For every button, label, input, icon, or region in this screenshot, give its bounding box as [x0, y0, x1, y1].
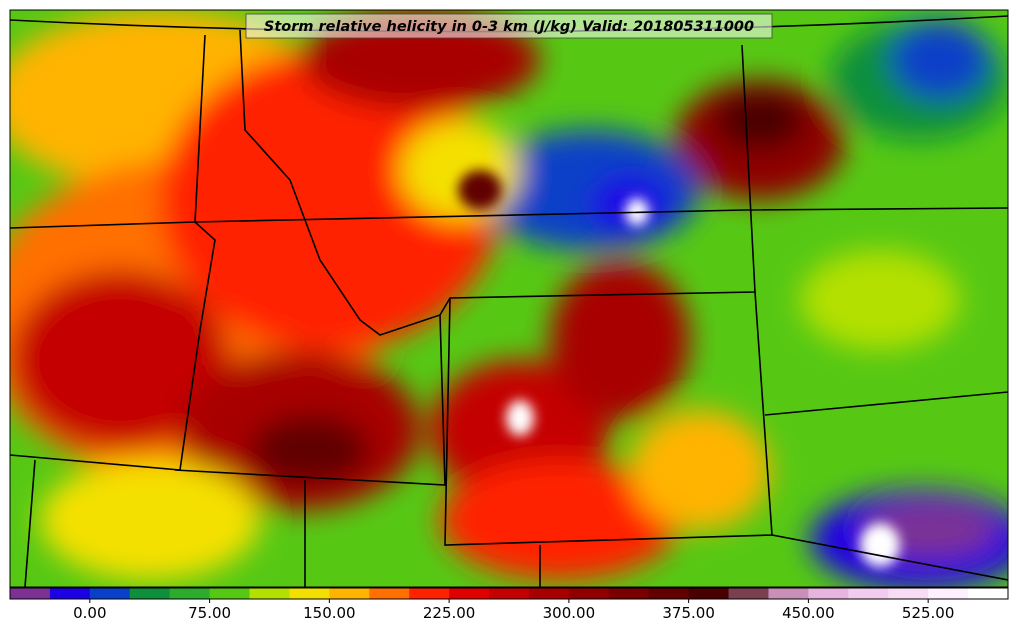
- map-frame: [9, 9, 1009, 588]
- colorbar-label: 0.00: [73, 604, 106, 622]
- colorbar-label: 225.00: [423, 604, 476, 622]
- colorbar-segment: [49, 588, 91, 599]
- colorbar-segment: [209, 588, 251, 599]
- colorbar-segment: [489, 588, 530, 599]
- colorbar-segment: [848, 588, 889, 599]
- colorbar-segment: [808, 588, 849, 599]
- colorbar-segment: [728, 588, 769, 599]
- title-box: [245, 13, 773, 39]
- colorbar-label: 75.00: [188, 604, 231, 622]
- colorbar-segment: [888, 588, 929, 599]
- colorbar-segment: [608, 588, 650, 599]
- colorbar-segment: [10, 588, 51, 599]
- colorbar-segment: [768, 588, 809, 599]
- colorbar-segment: [528, 588, 570, 599]
- colorbar-label: 450.00: [782, 604, 835, 622]
- map-field: [10, 10, 1008, 587]
- colorbar-label: 300.00: [543, 604, 596, 622]
- colorbar-segment: [129, 588, 171, 599]
- colorbar-segment: [968, 588, 1009, 599]
- colorbar-segment: [89, 588, 131, 599]
- colorbar: 0.00 75.00 150.00 225.00 300.00 375.00 450.00 5…: [10, 588, 1009, 622]
- colorbar-segment: [409, 588, 450, 599]
- colorbar-label: 150.00: [303, 604, 356, 622]
- colorbar-segment: [928, 588, 969, 599]
- colorbar-segment: [329, 588, 370, 599]
- colorbar-segment: [289, 588, 330, 599]
- colorbar-segment: [369, 588, 410, 599]
- colorbar-segment: [449, 588, 490, 599]
- map-title: Storm relative helicity in 0-3 km (J/kg)…: [264, 19, 754, 35]
- colorbar-label: 525.00: [902, 604, 955, 622]
- colorbar-segment: [249, 588, 290, 599]
- colorbar-segment: [568, 588, 610, 599]
- colorbar-label: 375.00: [662, 604, 715, 622]
- colorbar-segment: [688, 588, 730, 599]
- colorbar-frame: [9, 587, 1009, 600]
- colorbar-segment: [648, 588, 690, 599]
- colorbar-segment: [169, 588, 211, 599]
